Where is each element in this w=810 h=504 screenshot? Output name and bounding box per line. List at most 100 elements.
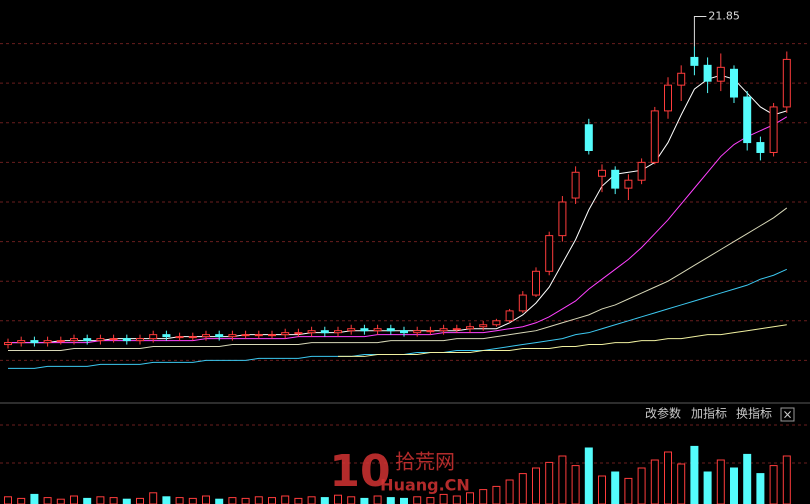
volume-bar [360,497,369,504]
volume-bar [386,497,395,504]
volume-bar [716,459,725,504]
volume-bar [664,451,672,504]
volume-bar [532,467,540,504]
candle-body [70,338,78,342]
candle-body [571,171,580,199]
volume-bar [426,497,435,504]
candle-body [136,338,144,342]
candle-body [334,330,342,334]
volume-bar [30,493,39,504]
candle-body [43,340,52,344]
toolbar-button[interactable]: 改参数 [645,406,681,421]
candle-body [215,334,224,338]
volume-bar [439,493,448,504]
volume-bar [149,492,158,504]
candle-body [690,56,699,66]
volume-bar [650,459,659,504]
volume-bar [254,496,263,504]
candle-body [756,142,765,153]
candle-body [268,334,276,337]
candle-body [505,310,514,322]
candle-body [122,338,131,342]
toolbar-button[interactable]: 换指标 [736,406,772,421]
volume-bar [175,497,184,504]
candle-body [479,324,488,328]
candle-body [241,334,250,337]
volume-bar [677,463,686,504]
candle-body [162,334,171,338]
annotation-label: 21.85 [708,10,740,23]
candle-body [452,328,461,331]
volume-bar [505,479,514,504]
candle-body [716,66,725,82]
volume-bar [584,447,593,504]
candle-body [611,169,620,189]
volume-bar [782,455,791,504]
volume-bar [413,496,422,504]
volume-bar [17,497,26,504]
volume-bar [96,496,105,504]
volume-bar [70,495,78,504]
volume-bar [4,496,12,504]
volume-bar [334,494,342,504]
volume-bar [598,475,606,504]
candle-body [294,332,303,335]
close-box[interactable] [780,407,795,422]
toolbar-button[interactable]: 加指标 [691,406,727,421]
watermark-site: 拾荒网 [395,450,455,474]
volume-bar [56,498,65,504]
candle-body [782,58,791,108]
volume-bar [637,467,646,504]
close-button[interactable]: × [782,408,792,422]
candle-body [730,68,738,98]
volume-bar [518,473,527,504]
moving-average [338,324,787,357]
volume-bar [400,497,408,504]
volume-bar [202,495,210,504]
candle-body [149,334,158,340]
volume-bar [452,495,461,504]
volume-bar [136,497,144,504]
volume-bar [43,497,52,504]
candle-body [492,320,501,326]
candle-body [598,169,606,177]
candle-body [650,110,659,163]
candle-body [518,294,527,312]
volume-bar [109,497,118,504]
volume-bar [215,498,224,504]
candle-body [373,328,382,332]
volume-bar [479,489,488,504]
candle-body [703,64,712,82]
candle-body [228,334,237,338]
candle-body [545,235,554,272]
candle-body [743,96,752,144]
volume-bar [690,445,699,504]
volume-bar [122,498,131,504]
volume-bar [347,496,356,504]
volume-bar [268,497,276,504]
volume-bar [743,453,752,504]
volume-bar [769,465,778,504]
volume-bar [611,471,620,504]
volume-bar [492,485,501,504]
candle-body [664,84,672,112]
watermark-domain: Huang.CN [380,476,470,495]
watermark-number: 10 [329,446,390,497]
volume-bar [241,497,250,504]
candle-body [17,340,26,344]
candle-body [426,330,435,333]
volume-bar [558,455,567,504]
candle-body [386,328,395,332]
candle-body [30,340,39,344]
candle-body [281,332,290,336]
candle-body [83,338,92,342]
volume-bar [756,473,765,504]
candle-body [677,72,686,86]
volume-bar [730,467,738,504]
volume-bar [281,495,290,504]
candle-body [360,328,369,332]
candle-body [347,328,356,332]
volume-bar [188,497,197,504]
candle-body [188,336,197,339]
candle-body [439,328,448,332]
